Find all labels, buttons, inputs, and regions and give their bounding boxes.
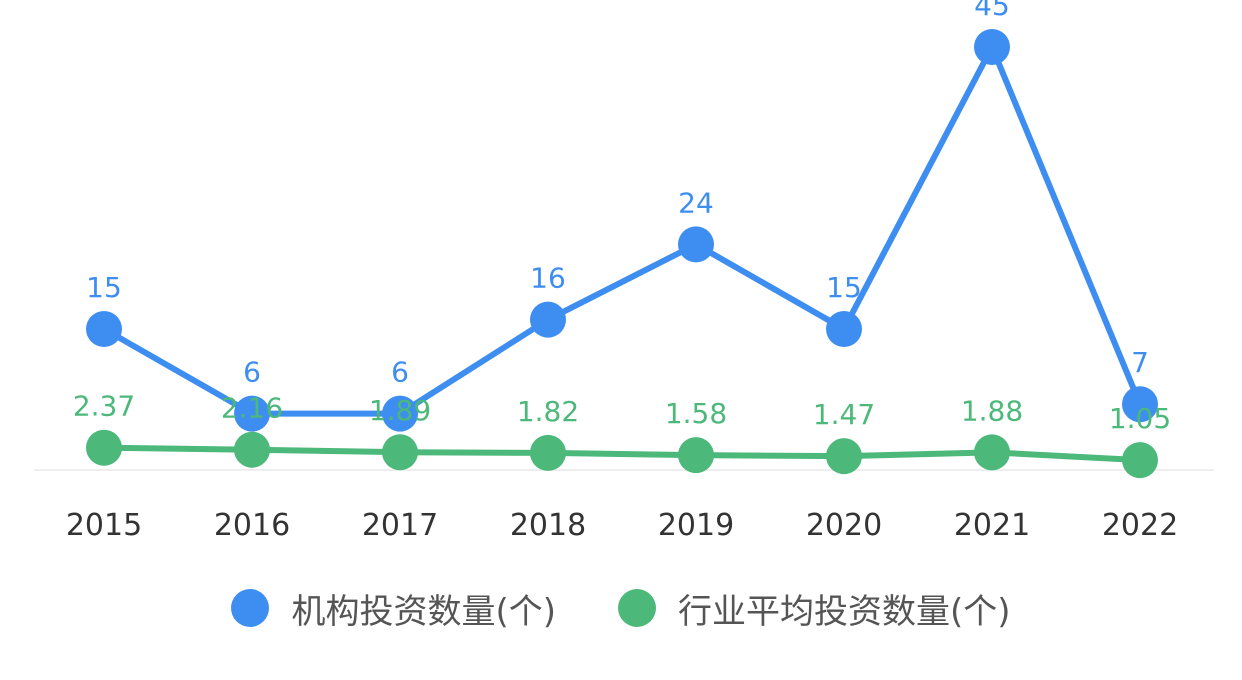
data-point-1-7[interactable] xyxy=(1122,442,1158,479)
data-label-1-2: 1.89 xyxy=(369,394,431,427)
data-label-0-4: 24 xyxy=(678,186,714,219)
data-point-0-7[interactable] xyxy=(1122,386,1158,423)
data-point-0-0[interactable] xyxy=(86,311,122,347)
data-label-1-3: 1.82 xyxy=(517,395,579,428)
data-label-0-3: 16 xyxy=(530,262,566,295)
series-line-1 xyxy=(103,444,1141,464)
data-label-1-1: 2.16 xyxy=(221,392,283,425)
series-line-0 xyxy=(102,44,1143,417)
x-tick-label-2015: 2015 xyxy=(66,508,142,543)
data-label-0-6: 45 xyxy=(974,0,1010,22)
legend-label-institution: 机构投资数量(个) xyxy=(291,591,556,632)
data-label-1-6: 1.88 xyxy=(961,394,1023,427)
data-label-0-0: 15 xyxy=(86,271,122,304)
data-label-1-4: 1.58 xyxy=(665,397,727,430)
data-point-1-0[interactable] xyxy=(86,429,122,466)
legend-marker-industry-average xyxy=(618,589,656,627)
data-point-1-5[interactable] xyxy=(826,438,862,475)
x-tick-label-2017: 2017 xyxy=(362,508,438,543)
x-tick-label-2020: 2020 xyxy=(806,508,882,543)
data-label-0-5: 15 xyxy=(826,271,862,304)
series-0: 15 6 6 16 24 15 45 7 xyxy=(86,0,1158,432)
data-point-1-4[interactable] xyxy=(678,437,714,474)
x-tick-label-2019: 2019 xyxy=(658,508,734,543)
x-tick-label-2022: 2022 xyxy=(1102,508,1178,543)
data-point-0-6[interactable] xyxy=(974,29,1010,65)
data-point-1-6[interactable] xyxy=(974,434,1010,471)
data-point-1-1[interactable] xyxy=(234,431,270,468)
x-tick-labels: 2015 2016 2017 2018 2019 2020 2021 2022 xyxy=(66,508,1178,543)
data-point-0-2[interactable] xyxy=(382,395,418,432)
legend: 机构投资数量(个) 行业平均投资数量(个) xyxy=(0,578,1242,638)
legend-label-industry-average: 行业平均投资数量(个) xyxy=(678,591,1011,632)
x-tick-label-2018: 2018 xyxy=(510,508,586,543)
data-point-0-5[interactable] xyxy=(826,311,862,347)
data-label-1-5: 1.47 xyxy=(813,398,875,431)
data-point-0-1[interactable] xyxy=(234,395,270,432)
data-point-0-3[interactable] xyxy=(530,301,566,338)
data-label-1-0: 2.37 xyxy=(73,390,135,423)
x-tick-label-2016: 2016 xyxy=(214,508,290,543)
data-label-0-2: 6 xyxy=(391,356,409,389)
legend-marker-institution xyxy=(231,589,270,627)
legend-item-industry-average[interactable]: 行业平均投资数量(个) xyxy=(618,584,1011,633)
data-label-0-7: 7 xyxy=(1131,346,1149,379)
data-point-0-4[interactable] xyxy=(678,226,714,263)
data-point-1-3[interactable] xyxy=(530,434,566,471)
data-label-0-1: 6 xyxy=(243,356,261,389)
data-label-1-7: 1.05 xyxy=(1109,402,1171,435)
legend-item-institution[interactable]: 机构投资数量(个) xyxy=(231,584,556,633)
series-1: 2.37 2.16 1.89 1.82 1.58 1.47 1.88 1.05 xyxy=(73,390,1171,479)
series-layer: 15 6 6 16 24 15 45 7 2.37 2.16 1.89 1.82 1.58 1.47 1.8… xyxy=(73,0,1171,479)
x-tick-label-2021: 2021 xyxy=(954,508,1030,543)
data-point-1-2[interactable] xyxy=(382,434,418,471)
